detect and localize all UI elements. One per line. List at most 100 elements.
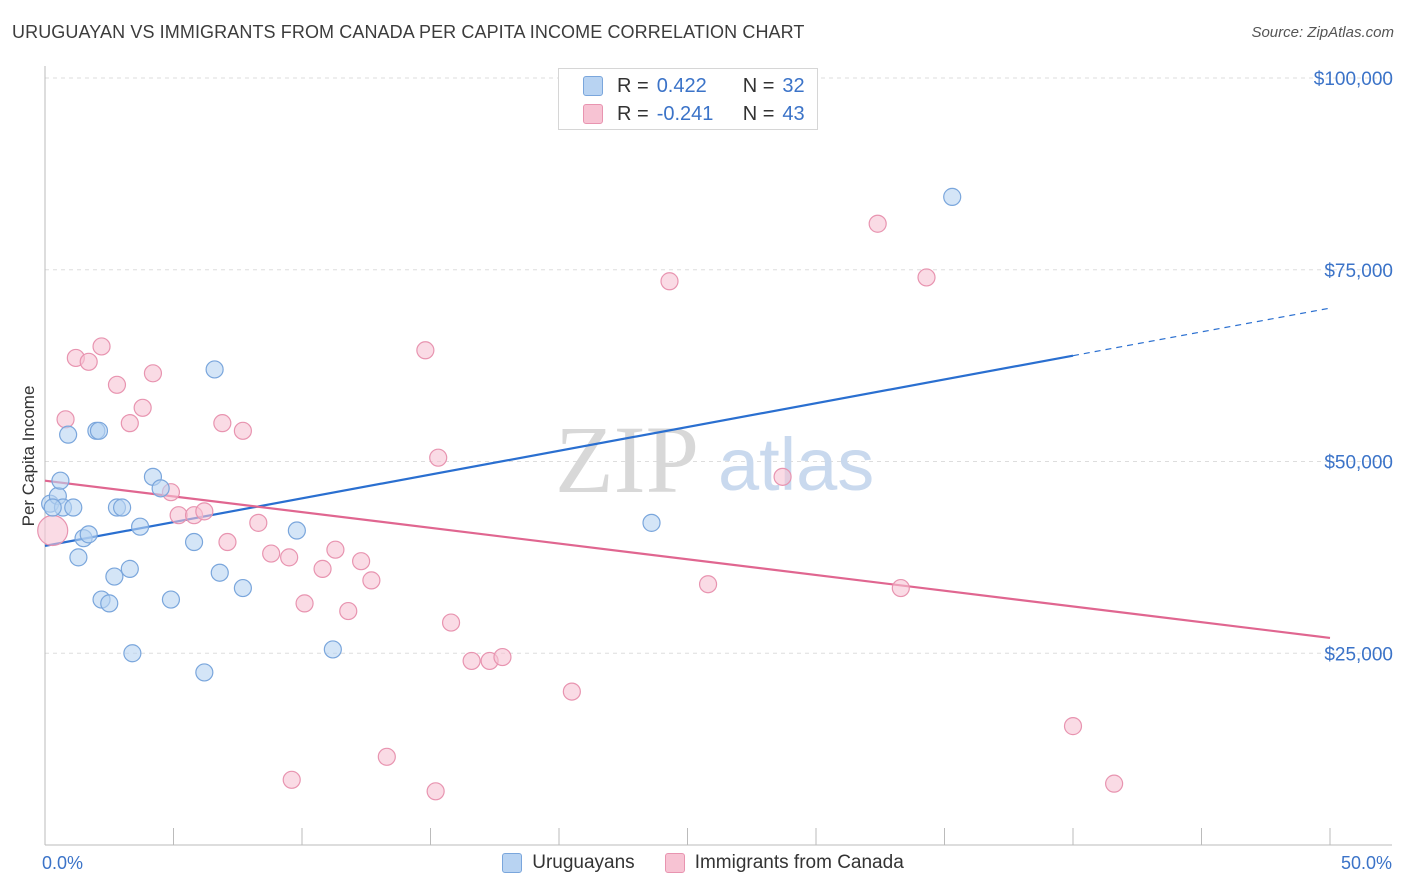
point-uruguayans <box>100 594 119 613</box>
chart-title: URUGUAYAN VS IMMIGRANTS FROM CANADA PER … <box>12 22 805 42</box>
point-uruguayans <box>943 187 962 206</box>
point-uruguayans <box>59 425 78 444</box>
point-canada <box>120 414 139 433</box>
point-canada <box>133 398 152 417</box>
point-canada <box>426 782 445 801</box>
point-uruguayans <box>323 640 342 659</box>
watermark-zip: ZIP <box>555 406 699 513</box>
point-uruguayans <box>43 498 62 517</box>
point-canada <box>1063 717 1083 736</box>
point-canada <box>429 448 448 467</box>
point-canada <box>462 651 481 671</box>
gridlines <box>45 77 1392 654</box>
legend-swatch-pink <box>583 104 603 124</box>
point-canada <box>362 571 381 590</box>
legend-swatch-blue <box>583 76 603 96</box>
point-uruguayans <box>120 559 139 578</box>
point-uruguayans <box>161 590 181 609</box>
source-credit: Source: ZipAtlas.com <box>1251 24 1394 41</box>
point-uruguayans <box>210 563 229 582</box>
point-canada <box>169 506 188 525</box>
point-canada <box>233 421 252 440</box>
point-canada <box>143 364 163 383</box>
point-canada <box>195 502 214 521</box>
point-canada <box>868 214 887 233</box>
point-uruguayans <box>112 498 132 517</box>
legend-row-uruguayans: R = 0.422 N = 32 <box>583 73 805 99</box>
point-canada <box>493 647 512 667</box>
trend-line-uruguayans <box>44 354 1074 547</box>
point-canada <box>218 532 237 552</box>
legend-n-value: 43 <box>782 102 805 125</box>
point-uruguayans <box>79 525 98 544</box>
point-canada <box>698 575 718 594</box>
point-canada <box>352 552 371 571</box>
point-uruguayans <box>64 498 83 517</box>
point-canada <box>377 747 396 766</box>
point-canada <box>280 548 299 567</box>
legend-swatch-blue <box>502 853 523 873</box>
trend-lines <box>44 307 1331 640</box>
legend-label-canada: Immigrants from Canada <box>694 852 904 873</box>
point-canada <box>295 594 314 613</box>
axes <box>44 66 1392 846</box>
point-canada <box>79 352 98 371</box>
legend-n-label: N = <box>742 74 775 97</box>
point-canada <box>416 341 435 360</box>
point-canada <box>37 514 69 547</box>
point-uruguayans <box>51 471 70 490</box>
data-points <box>37 187 1124 801</box>
y-tick-label: $100,000 <box>1314 69 1393 90</box>
y-tick-label: $25,000 <box>1324 644 1393 665</box>
point-uruguayans <box>130 517 150 536</box>
legend-n-label: N = <box>742 102 775 125</box>
point-canada <box>562 682 581 701</box>
stats-legend: R = 0.422 N = 32 R = -0.241 N = 43 <box>558 68 818 130</box>
legend-label-uruguayans: Uruguayans <box>532 852 635 873</box>
point-canada <box>213 414 232 433</box>
point-uruguayans <box>642 513 661 532</box>
point-canada <box>249 513 268 532</box>
legend-r-label: R = <box>617 102 649 125</box>
point-uruguayans <box>89 421 109 440</box>
point-canada <box>56 410 75 429</box>
legend-item-uruguayans[interactable]: Uruguayans <box>502 852 635 874</box>
point-canada <box>326 540 345 559</box>
point-uruguayans <box>69 548 88 567</box>
point-uruguayans <box>287 521 306 540</box>
point-uruguayans <box>195 663 214 682</box>
point-uruguayans <box>123 644 142 663</box>
point-canada <box>917 268 936 287</box>
point-canada <box>262 544 281 563</box>
legend-row-canada: R = -0.241 N = 43 <box>583 101 805 127</box>
legend-n-value: 32 <box>782 74 805 97</box>
point-uruguayans <box>184 532 204 552</box>
watermark-atlas: atlas <box>718 423 874 506</box>
point-canada <box>660 272 679 291</box>
point-canada <box>1105 774 1124 793</box>
trend-line-uruguayans-extension <box>1072 307 1331 357</box>
point-canada <box>92 337 111 356</box>
legend-r-value: 0.422 <box>656 74 707 97</box>
point-canada <box>282 770 301 789</box>
point-uruguayans <box>151 479 170 498</box>
legend-item-canada[interactable]: Immigrants from Canada <box>664 852 904 874</box>
x-tick-label-min: 0.0% <box>42 853 83 873</box>
point-uruguayans <box>205 360 224 379</box>
trend-line-canada <box>44 479 1331 640</box>
point-uruguayans <box>233 578 252 598</box>
y-tick-label: $50,000 <box>1324 453 1393 474</box>
x-tick-label-max: 50.0% <box>1341 853 1392 873</box>
point-canada <box>891 578 910 598</box>
series-legend: Uruguayans Immigrants from Canada <box>0 852 1406 874</box>
point-canada <box>313 559 332 578</box>
y-tick-label: $75,000 <box>1324 261 1393 282</box>
watermark: ZIP atlas <box>555 406 874 513</box>
point-uruguayans <box>105 567 124 586</box>
legend-r-value: -0.241 <box>656 102 714 125</box>
point-canada <box>339 601 358 621</box>
point-canada <box>773 467 792 486</box>
legend-swatch-pink <box>664 853 685 873</box>
y-axis-tick-labels: $25,000 $50,000 $75,000 $100,000 <box>1314 69 1393 665</box>
